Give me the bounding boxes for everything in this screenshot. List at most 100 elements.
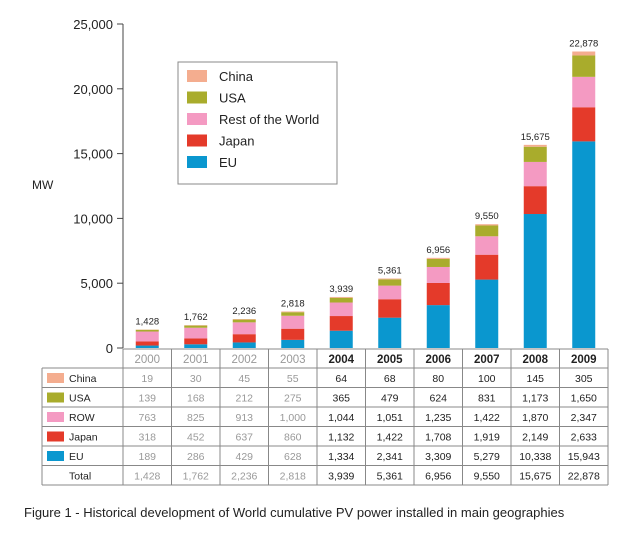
bar-segment-usa-2000 [135, 329, 159, 332]
table-total-cell: 5,361 [377, 471, 403, 483]
table-cell: 15,943 [568, 451, 600, 463]
table-cell: 30 [190, 373, 202, 385]
bar-total-label: 5,361 [378, 266, 402, 277]
table-cell: 139 [138, 393, 156, 405]
legend-label-japan: Japan [219, 134, 254, 149]
table-row-label: USA [69, 393, 91, 405]
table-year-header: 2000 [134, 354, 160, 366]
table-swatch-eu [47, 451, 64, 461]
table-cell: 479 [381, 393, 399, 405]
bar-segment-eu-2003 [281, 339, 305, 348]
table-cell: 763 [138, 412, 156, 424]
bar-total-label: 1,428 [135, 316, 159, 327]
table-cell: 1,650 [571, 393, 597, 405]
table-year-header: 2002 [231, 354, 257, 366]
table-total-cell: 3,939 [328, 471, 354, 483]
bar-segment-usa-2004 [329, 297, 353, 303]
table-swatch-usa [47, 392, 64, 403]
bar-total-label: 2,818 [281, 298, 305, 309]
figure-caption: Figure 1 - Historical development of Wor… [24, 505, 565, 520]
table-cell: 1,235 [425, 412, 451, 424]
bar-segment-china-2009 [572, 51, 596, 56]
bar-segment-china-2007 [475, 224, 499, 226]
data-table: 2000 2001 2002 2003 2004 2005 2006 2007 2008 2009… [41, 348, 609, 486]
bar-segment-japan-2004 [329, 316, 353, 331]
table-year-header: 2005 [377, 354, 403, 366]
bar-segment-japan-2002 [232, 334, 256, 343]
table-year-header: 2008 [522, 354, 548, 366]
table-cell: 3,309 [425, 451, 451, 463]
table-cell: 189 [138, 451, 156, 463]
bar-segment-eu-2004 [329, 330, 353, 348]
legend-label-row: Rest of the World [219, 112, 319, 127]
bar-segment-eu-2002 [232, 342, 256, 348]
legend-swatch-eu [187, 156, 207, 168]
stacked-bars [135, 51, 596, 348]
table-total-cell: 2,818 [280, 471, 306, 483]
table-swatch-row [47, 412, 64, 422]
table-cell: 55 [287, 373, 299, 385]
bar-total-label: 6,956 [426, 245, 450, 256]
table-cell: 305 [575, 373, 593, 385]
table-cell: 1,132 [328, 432, 354, 444]
table-cell: 2,347 [571, 412, 597, 424]
table-cell: 5,279 [474, 451, 500, 463]
table-cell: 45 [238, 373, 250, 385]
table-total-cell: 1,428 [134, 471, 160, 483]
table-swatch-japan [47, 431, 64, 442]
bar-segment-japan-2001 [184, 338, 208, 345]
table-cell: 1,044 [328, 412, 354, 424]
bar-segment-row-2003 [281, 315, 305, 329]
bar-segment-usa-2008 [523, 146, 547, 162]
legend-label-eu: EU [219, 155, 237, 170]
table-cell: 68 [384, 373, 396, 385]
legend: China USA Rest of the World Japan EU [177, 61, 338, 185]
bar-segment-japan-2009 [572, 107, 596, 142]
bar-segment-eu-2005 [378, 317, 402, 348]
table-cell: 637 [235, 432, 253, 444]
table-cell: 2,341 [377, 451, 403, 463]
bar-segment-usa-2002 [232, 319, 256, 323]
bar-segment-japan-2005 [378, 299, 402, 318]
legend-swatch-usa [187, 91, 207, 104]
bar-total-label: 9,550 [475, 211, 499, 222]
bar-segment-eu-2007 [475, 279, 499, 348]
bar-segment-japan-2007 [475, 254, 499, 280]
bar-segment-eu-2001 [184, 344, 208, 348]
table-year-header: 2004 [328, 354, 354, 366]
bar-segment-usa-2005 [378, 279, 402, 286]
y-tick-label: 15,000 [73, 147, 113, 162]
table-cell: 452 [187, 432, 205, 444]
bar-total-labels: 1,428 1,762 2,236 2,818 3,939 5,361 6,956 9,550… [135, 39, 598, 328]
table-cell: 825 [187, 412, 205, 424]
table-cell: 1,870 [522, 412, 548, 424]
bar-total-label: 1,762 [184, 312, 208, 323]
table-cell: 275 [284, 393, 302, 405]
table-cell: 1,000 [280, 412, 306, 424]
table-cell: 10,338 [519, 451, 551, 463]
table-year-header: 2003 [280, 354, 306, 366]
table-cell: 318 [138, 432, 156, 444]
bar-segment-eu-2000 [135, 345, 159, 348]
y-tick-label: 20,000 [73, 82, 113, 97]
table-cell: 628 [284, 451, 302, 463]
table-swatch-china [47, 373, 64, 383]
table-total-cell: 1,762 [183, 471, 209, 483]
legend-label-china: China [219, 69, 254, 84]
table-total-label: Total [69, 471, 91, 483]
table-cell: 168 [187, 393, 205, 405]
table-cell: 80 [432, 373, 444, 385]
legend-swatch-japan [187, 134, 207, 147]
bar-segment-china-2003 [281, 311, 305, 313]
bar-segment-china-2006 [426, 257, 450, 259]
table-cell: 831 [478, 393, 496, 405]
table-row-label: EU [69, 451, 84, 463]
bar-segment-china-2005 [378, 278, 402, 280]
bar-segment-usa-2001 [184, 325, 208, 328]
table-cell: 19 [141, 373, 153, 385]
table-cell: 1,919 [474, 432, 500, 444]
table-cell: 212 [235, 393, 253, 405]
bar-segment-china-2004 [329, 296, 353, 298]
bar-segment-row-2006 [426, 266, 450, 283]
